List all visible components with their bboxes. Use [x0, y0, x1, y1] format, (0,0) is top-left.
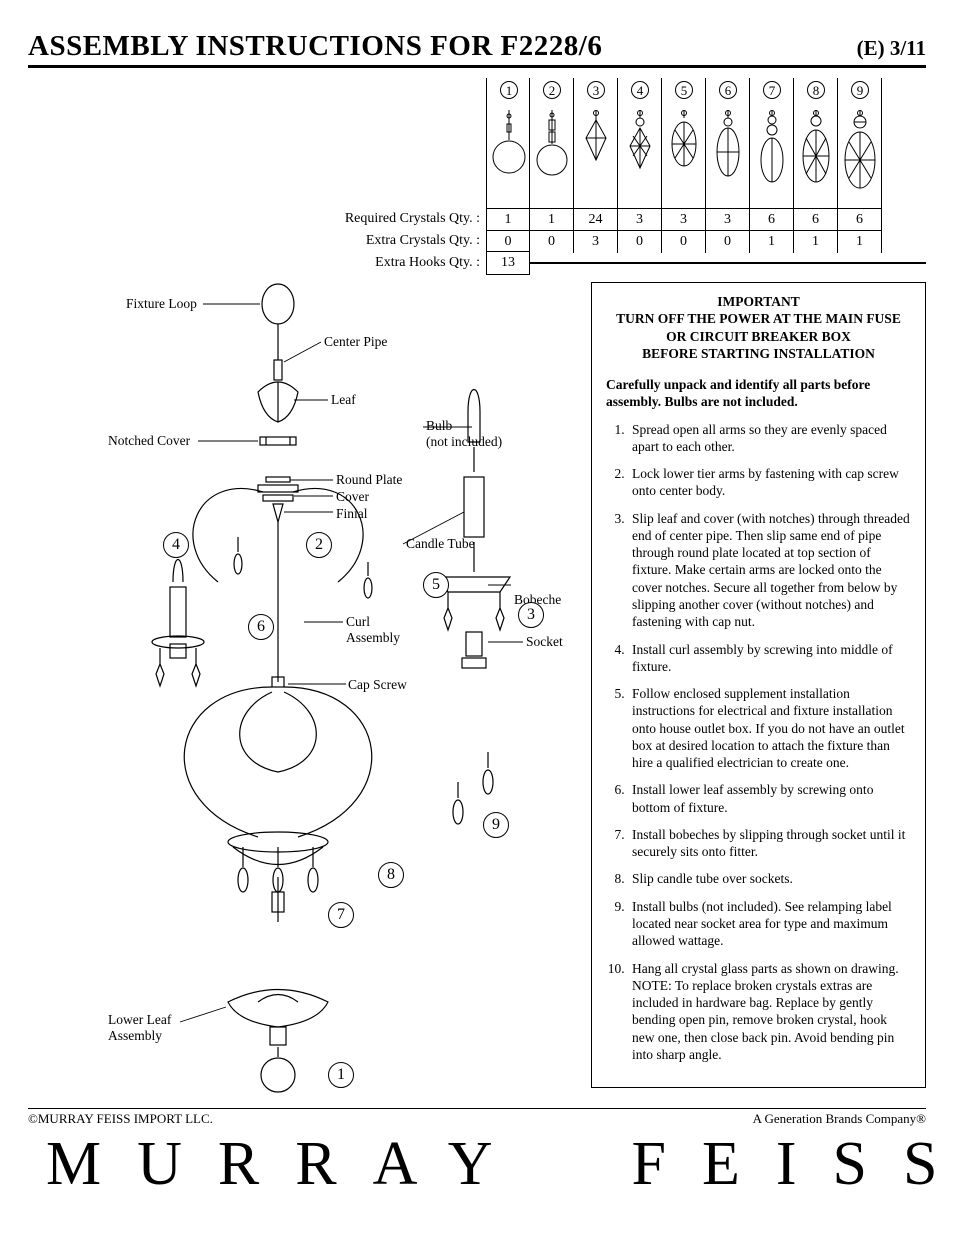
crystal-icon-5 [662, 102, 706, 202]
required-qty-label: Required Crystals Qty. : [336, 211, 486, 227]
required-qty-1: 1 [486, 208, 530, 231]
crystal-col-1: 1 [500, 81, 518, 99]
step-10: Hang all crystal glass parts as shown on… [628, 960, 911, 1064]
warning-line-1: TURN OFF THE POWER AT THE MAIN FUSE [606, 310, 911, 327]
lbl-lower-leaf: Lower Leaf [108, 1012, 171, 1028]
crystal-col-2: 2 [543, 81, 561, 99]
step-2: Lock lower tier arms by fastening with c… [628, 465, 911, 500]
extra-qty-4: 0 [618, 230, 662, 253]
warning-line-3: BEFORE STARTING INSTALLATION [606, 345, 911, 362]
lbl-notched-cover: Notched Cover [108, 433, 190, 449]
callout-6: 6 [248, 614, 274, 640]
crystal-col-3: 3 [587, 81, 605, 99]
required-qty-9: 6 [838, 208, 882, 231]
lbl-socket: Socket [526, 634, 563, 650]
extra-hooks-val: 13 [486, 251, 530, 275]
callout-1: 1 [328, 1062, 354, 1088]
extra-qty-7: 1 [750, 230, 794, 253]
crystal-icon-7 [750, 102, 794, 202]
callout-4: 4 [163, 532, 189, 558]
required-qty-3: 24 [574, 208, 618, 231]
lbl-assembly: Assembly [346, 630, 400, 646]
extra-hooks-label: Extra Hooks Qty. : [336, 255, 486, 271]
lbl-leaf: Leaf [331, 392, 356, 408]
crystal-icon-3 [574, 102, 618, 202]
chandelier-svg [28, 282, 573, 1102]
step-8: Slip candle tube over sockets. [628, 870, 911, 887]
required-qty-5: 3 [662, 208, 706, 231]
brand-left: MURRAY [46, 1130, 528, 1198]
step-9: Install bulbs (not included). See relamp… [628, 898, 911, 950]
required-qty-2: 1 [530, 208, 574, 231]
extra-qty-8: 1 [794, 230, 838, 253]
extra-qty-1: 0 [486, 230, 530, 253]
lbl-bulb: Bulb [426, 418, 452, 434]
step-7: Install bobeches by slipping through soc… [628, 826, 911, 861]
revision-code: (E) 3/11 [857, 36, 926, 61]
lbl-fixture-loop: Fixture Loop [126, 296, 197, 312]
crystal-icon-1 [487, 102, 531, 202]
brand-right: FEISS [631, 1130, 954, 1198]
brand-logo: MURRAY FEISS [28, 1133, 926, 1195]
required-qty-4: 3 [618, 208, 662, 231]
required-qty-7: 6 [750, 208, 794, 231]
extra-qty-9: 1 [838, 230, 882, 253]
page-title: ASSEMBLY INSTRUCTIONS FOR F2228/6 [28, 30, 602, 63]
crystal-icon-2 [530, 102, 574, 202]
callout-5: 5 [423, 572, 449, 598]
required-qty-6: 3 [706, 208, 750, 231]
step-4: Install curl assembly by screwing into m… [628, 641, 911, 676]
step-1: Spread open all arms so they are evenly … [628, 421, 911, 456]
copyright: ©MURRAY FEISS IMPORT LLC. [28, 1111, 213, 1127]
crystal-col-4: 4 [631, 81, 649, 99]
lbl-lower-assembly: Assembly [108, 1028, 162, 1044]
lbl-round-plate: Round Plate [336, 472, 402, 488]
callout-3: 3 [518, 602, 544, 628]
crystal-icon-8 [794, 102, 838, 202]
crystal-icon-6 [706, 102, 750, 202]
hooks-wide-cell [530, 262, 926, 264]
step-5: Follow enclosed supplement installation … [628, 685, 911, 771]
lbl-curl: Curl [346, 614, 370, 630]
extra-qty-3: 3 [574, 230, 618, 253]
crystal-icon-4 [618, 102, 662, 202]
callout-7: 7 [328, 902, 354, 928]
crystal-col-5: 5 [675, 81, 693, 99]
crystal-col-7: 7 [763, 81, 781, 99]
important-heading: IMPORTANT [606, 293, 911, 310]
crystal-col-6: 6 [719, 81, 737, 99]
crystal-col-8: 8 [807, 81, 825, 99]
extra-qty-label: Extra Crystals Qty. : [336, 233, 486, 249]
step-6: Install lower leaf assembly by screwing … [628, 781, 911, 816]
chandelier-diagram: Fixture Loop Center Pipe Leaf Notched Co… [28, 282, 573, 1102]
callout-2: 2 [306, 532, 332, 558]
instructions-box: IMPORTANT TURN OFF THE POWER AT THE MAIN… [591, 282, 926, 1088]
step-3: Slip leaf and cover (with notches) throu… [628, 510, 911, 631]
lbl-candle-tube: Candle Tube [406, 536, 475, 552]
callout-9: 9 [483, 812, 509, 838]
extra-qty-5: 0 [662, 230, 706, 253]
crystal-col-9: 9 [851, 81, 869, 99]
callout-8: 8 [378, 862, 404, 888]
steps-list: Spread open all arms so they are evenly … [606, 421, 911, 1064]
lbl-cap-screw: Cap Screw [348, 677, 407, 693]
lbl-bulb-note: (not included) [426, 434, 502, 450]
extra-qty-2: 0 [530, 230, 574, 253]
lbl-finial: Finial [336, 506, 368, 522]
unpack-note: Carefully unpack and identify all parts … [606, 376, 911, 411]
crystal-icon-9 [838, 102, 882, 202]
lbl-cover: Cover [336, 489, 369, 505]
warning-line-2: OR CIRCUIT BREAKER BOX [606, 328, 911, 345]
crystals-legend-table: 1 2 3 4 5 6 7 [336, 78, 926, 274]
lbl-center-pipe: Center Pipe [324, 334, 387, 350]
company-tagline: A Generation Brands Company® [753, 1111, 926, 1127]
extra-qty-6: 0 [706, 230, 750, 253]
required-qty-8: 6 [794, 208, 838, 231]
